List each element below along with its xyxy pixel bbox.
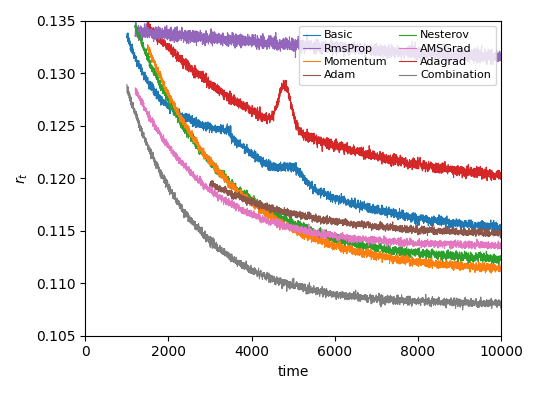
Momentum [285, 227, 292, 232]
Nesterov [498, 255, 504, 260]
AMSGrad [476, 242, 482, 247]
Basic [164, 102, 170, 107]
Momentum [476, 263, 482, 268]
Line: Nesterov: Nesterov [135, 24, 501, 266]
Line: Basic: Basic [127, 33, 501, 233]
RmsProp [164, 26, 170, 31]
Nesterov [476, 250, 482, 255]
Adagrad [164, 43, 170, 48]
Legend: Basic, RmsProp, Momentum, Adam, Nesterov, AMSGrad, Adagrad, Combination: Basic, RmsProp, Momentum, Adam, Nesterov… [299, 26, 495, 85]
Combination [164, 180, 170, 185]
Adagrad [498, 171, 504, 175]
AMSGrad [164, 140, 170, 145]
Adam [498, 233, 504, 238]
Combination [285, 284, 292, 289]
Adagrad [285, 94, 292, 99]
Line: RmsProp: RmsProp [135, 22, 501, 65]
X-axis label: time: time [278, 365, 309, 379]
Combination [476, 303, 482, 307]
Basic [285, 166, 292, 171]
Momentum [498, 265, 504, 269]
Y-axis label: $r_t$: $r_t$ [15, 172, 31, 184]
Momentum [164, 90, 170, 95]
RmsProp [476, 52, 482, 57]
Line: Adagrad: Adagrad [147, 21, 501, 181]
AMSGrad [285, 221, 292, 226]
Adam [285, 208, 292, 212]
Line: Momentum: Momentum [147, 45, 501, 273]
Line: Combination: Combination [127, 84, 501, 310]
AMSGrad [498, 242, 504, 247]
Nesterov [285, 221, 292, 226]
Basic [498, 225, 504, 230]
RmsProp [285, 44, 292, 48]
Adagrad [476, 172, 482, 177]
Line: AMSGrad: AMSGrad [135, 88, 501, 249]
Adam [476, 233, 482, 238]
Line: Adam: Adam [210, 181, 501, 238]
Basic [476, 226, 482, 230]
Nesterov [164, 92, 170, 97]
RmsProp [498, 55, 504, 60]
Combination [498, 307, 504, 311]
